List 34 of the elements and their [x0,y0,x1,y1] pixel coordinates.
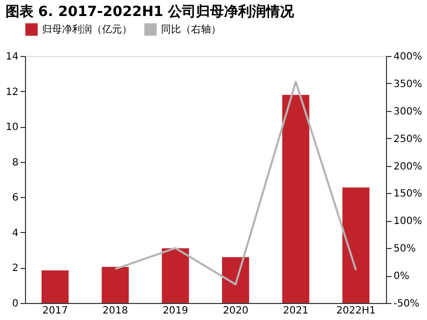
chart-title: 图表 6. 2017-2022H1 公司归母净利润情况 [5,3,296,20]
bar [222,257,250,303]
y-tick-label: 14 [6,52,18,62]
y2-tick-label: 350% [394,78,422,90]
bar [42,270,69,303]
x-tick-label: 2022H1 [336,306,376,316]
y2-tick-label: 200% [394,161,422,172]
y2-tick-label: -50% [394,298,420,310]
x-tick-label: 2018 [102,306,128,316]
bar [162,248,189,303]
y2-tick-label: 50% [394,244,416,255]
x-tick-label: 2020 [222,306,248,316]
line-series [114,80,357,286]
y-tick-label: 2 [12,263,18,274]
y-tick-label: 4 [12,228,18,239]
y2-tick-label: 400% [394,52,422,62]
y-tick-label: 12 [6,86,18,98]
y2-tick-label: 250% [394,134,422,145]
y2-tick-label: 100% [394,216,422,228]
y-tick-label: 8 [12,157,18,168]
y2-tick-label: 150% [394,188,422,200]
x-tick-label: 2019 [162,306,188,316]
x-tick-label: 2021 [283,306,308,316]
y-tick-label: 0 [12,298,18,310]
bar [102,266,129,303]
y2-tick-label: 0% [394,271,410,282]
bar [342,187,370,303]
y2-tick-label: 300% [394,106,422,118]
legend-label: 同比（右轴） [161,24,221,36]
bar [282,94,310,303]
y-tick-label: 10 [6,122,18,134]
x-tick-label: 2017 [42,306,68,316]
y-tick-label: 6 [12,192,18,204]
legend-label: 归母净利润（亿元） [42,24,132,36]
